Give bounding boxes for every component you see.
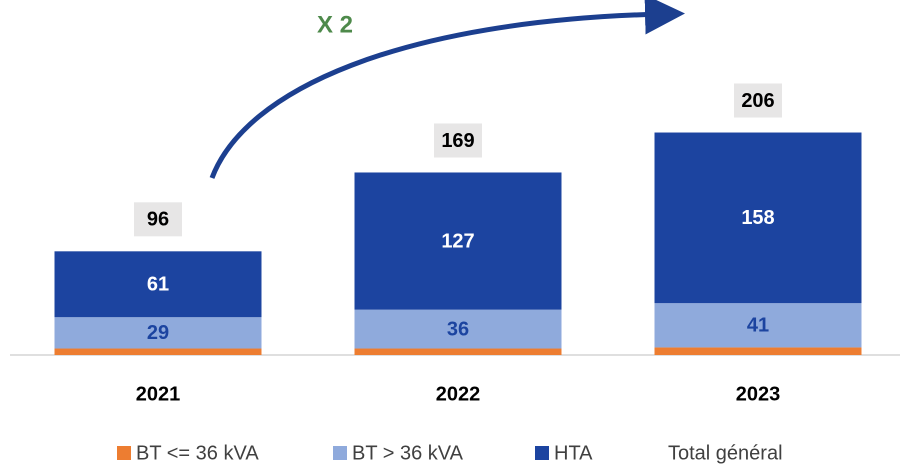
bar-segment: [654, 347, 862, 355]
total-label-box: [434, 123, 482, 158]
value-label: 36: [447, 318, 469, 340]
legend-label: Total général: [668, 442, 783, 464]
x-tick-label: 2021: [136, 383, 181, 405]
bar-segment: [54, 348, 262, 355]
legend-swatch: [535, 446, 549, 460]
total-label: 206: [741, 90, 774, 112]
total-label-box: [734, 83, 782, 118]
value-label: 158: [741, 207, 774, 229]
legend-swatch: [117, 446, 131, 460]
total-label: 169: [441, 130, 474, 152]
growth-arrow: [209, 0, 685, 179]
bar-segment: [654, 132, 862, 304]
annotation: X 2: [317, 11, 353, 38]
x-tick-label: 2022: [436, 383, 481, 405]
legend-label: BT <= 36 kVA: [136, 442, 259, 464]
legend-label: BT > 36 kVA: [352, 442, 464, 464]
total-label-box: [134, 202, 182, 237]
bar-segment: [54, 317, 262, 349]
bar-segment: [654, 303, 862, 348]
bar-segment: [54, 251, 262, 318]
legend-swatch: [333, 446, 347, 460]
value-label: 61: [147, 274, 169, 296]
value-label: 29: [147, 322, 169, 344]
x-tick-label: 2023: [736, 383, 781, 405]
total-label: 96: [147, 209, 169, 231]
bar-segment: [354, 309, 562, 349]
bar-segment: [354, 172, 562, 310]
value-label: 127: [441, 230, 474, 252]
bar-segment: [354, 348, 562, 355]
legend-label: HTA: [554, 442, 593, 464]
value-label: 41: [747, 315, 769, 337]
